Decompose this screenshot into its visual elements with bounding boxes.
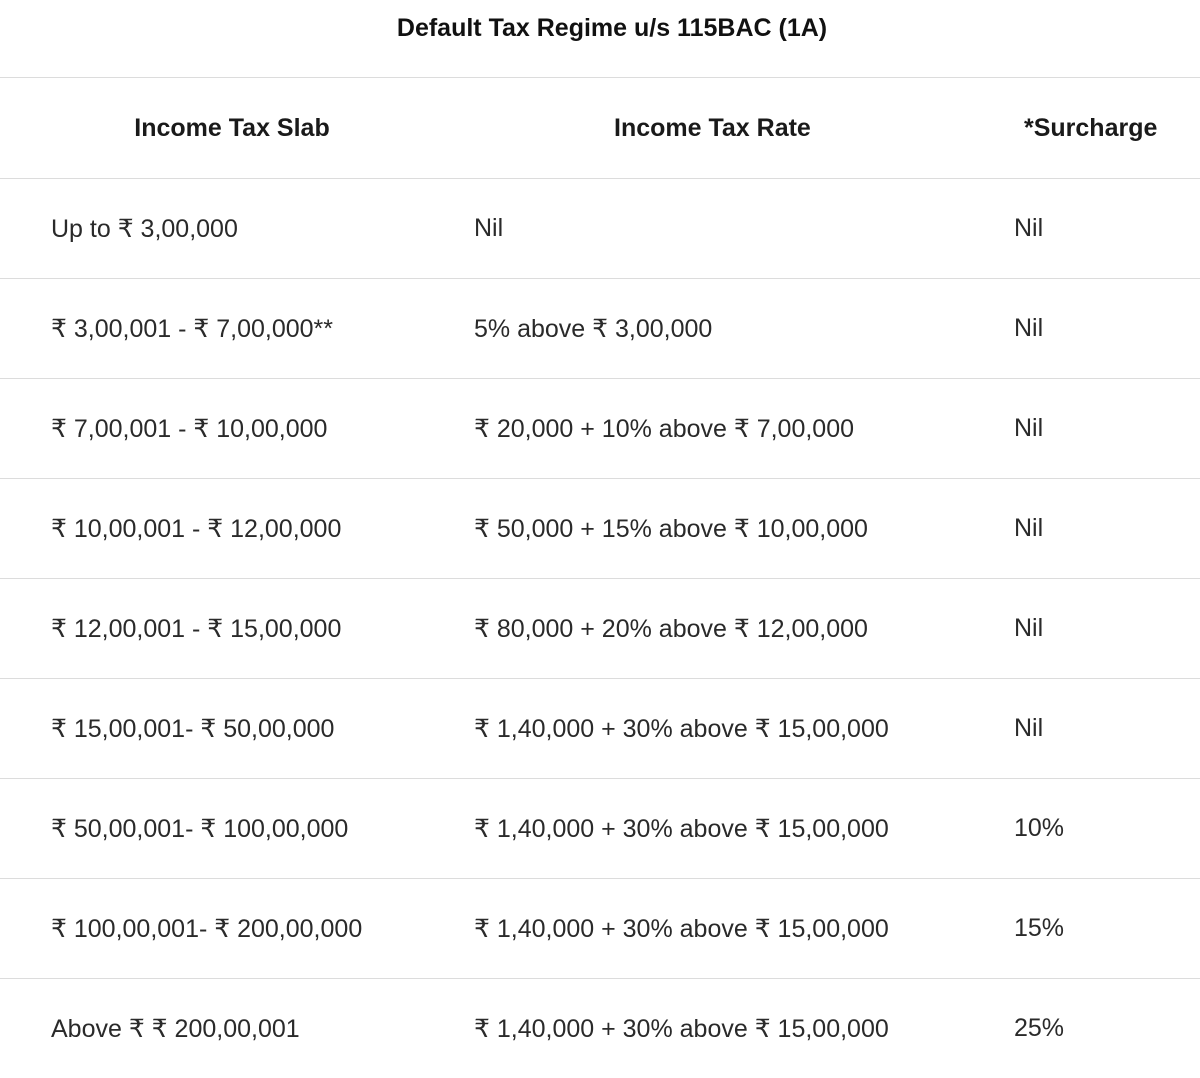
header-income-tax-rate: Income Tax Rate <box>474 78 1014 179</box>
header-income-tax-slab: Income Tax Slab <box>0 78 474 179</box>
slab-cell: ₹ 3,00,001 - ₹ 7,00,000** <box>0 279 474 379</box>
table-row: ₹ 12,00,001 - ₹ 15,00,000 ₹ 80,000 + 20%… <box>0 579 1200 679</box>
rate-cell: ₹ 20,000 + 10% above ₹ 7,00,000 <box>474 379 1014 479</box>
surcharge-cell: Nil <box>1014 179 1200 279</box>
rate-cell: ₹ 1,40,000 + 30% above ₹ 15,00,000 <box>474 779 1014 879</box>
surcharge-cell: 25% <box>1014 979 1200 1078</box>
table-row: Above ₹ ₹ 200,00,001 ₹ 1,40,000 + 30% ab… <box>0 979 1200 1078</box>
slab-cell: ₹ 10,00,001 - ₹ 12,00,000 <box>0 479 474 579</box>
rate-cell: ₹ 80,000 + 20% above ₹ 12,00,000 <box>474 579 1014 679</box>
slab-cell: ₹ 12,00,001 - ₹ 15,00,000 <box>0 579 474 679</box>
surcharge-cell: Nil <box>1014 579 1200 679</box>
surcharge-cell: 10% <box>1014 779 1200 879</box>
rate-cell: ₹ 50,000 + 15% above ₹ 10,00,000 <box>474 479 1014 579</box>
surcharge-cell: Nil <box>1014 679 1200 779</box>
page-title: Default Tax Regime u/s 115BAC (1A) <box>0 0 1200 78</box>
slab-cell: Up to ₹ 3,00,000 <box>0 179 474 279</box>
rate-cell: 5% above ₹ 3,00,000 <box>474 279 1014 379</box>
surcharge-cell: Nil <box>1014 479 1200 579</box>
table-row: ₹ 10,00,001 - ₹ 12,00,000 ₹ 50,000 + 15%… <box>0 479 1200 579</box>
table-row: Up to ₹ 3,00,000 Nil Nil <box>0 179 1200 279</box>
table-body: Up to ₹ 3,00,000 Nil Nil ₹ 3,00,001 - ₹ … <box>0 179 1200 1078</box>
surcharge-cell: Nil <box>1014 279 1200 379</box>
rate-cell: ₹ 1,40,000 + 30% above ₹ 15,00,000 <box>474 879 1014 979</box>
surcharge-cell: Nil <box>1014 379 1200 479</box>
slab-cell: ₹ 7,00,001 - ₹ 10,00,000 <box>0 379 474 479</box>
rate-cell: Nil <box>474 179 1014 279</box>
table-row: ₹ 15,00,001- ₹ 50,00,000 ₹ 1,40,000 + 30… <box>0 679 1200 779</box>
header-row: Income Tax Slab Income Tax Rate *Surchar… <box>0 78 1200 179</box>
tax-slab-table: Income Tax Slab Income Tax Rate *Surchar… <box>0 78 1200 1078</box>
rate-cell: ₹ 1,40,000 + 30% above ₹ 15,00,000 <box>474 679 1014 779</box>
slab-cell: ₹ 50,00,001- ₹ 100,00,000 <box>0 779 474 879</box>
table-row: ₹ 100,00,001- ₹ 200,00,000 ₹ 1,40,000 + … <box>0 879 1200 979</box>
rate-cell: ₹ 1,40,000 + 30% above ₹ 15,00,000 <box>474 979 1014 1078</box>
table-row: ₹ 3,00,001 - ₹ 7,00,000** 5% above ₹ 3,0… <box>0 279 1200 379</box>
slab-cell: Above ₹ ₹ 200,00,001 <box>0 979 474 1078</box>
table-header: Income Tax Slab Income Tax Rate *Surchar… <box>0 78 1200 179</box>
slab-cell: ₹ 100,00,001- ₹ 200,00,000 <box>0 879 474 979</box>
header-surcharge: *Surcharge <box>1014 78 1200 179</box>
surcharge-cell: 15% <box>1014 879 1200 979</box>
table-row: ₹ 7,00,001 - ₹ 10,00,000 ₹ 20,000 + 10% … <box>0 379 1200 479</box>
slab-cell: ₹ 15,00,001- ₹ 50,00,000 <box>0 679 474 779</box>
table-row: ₹ 50,00,001- ₹ 100,00,000 ₹ 1,40,000 + 3… <box>0 779 1200 879</box>
